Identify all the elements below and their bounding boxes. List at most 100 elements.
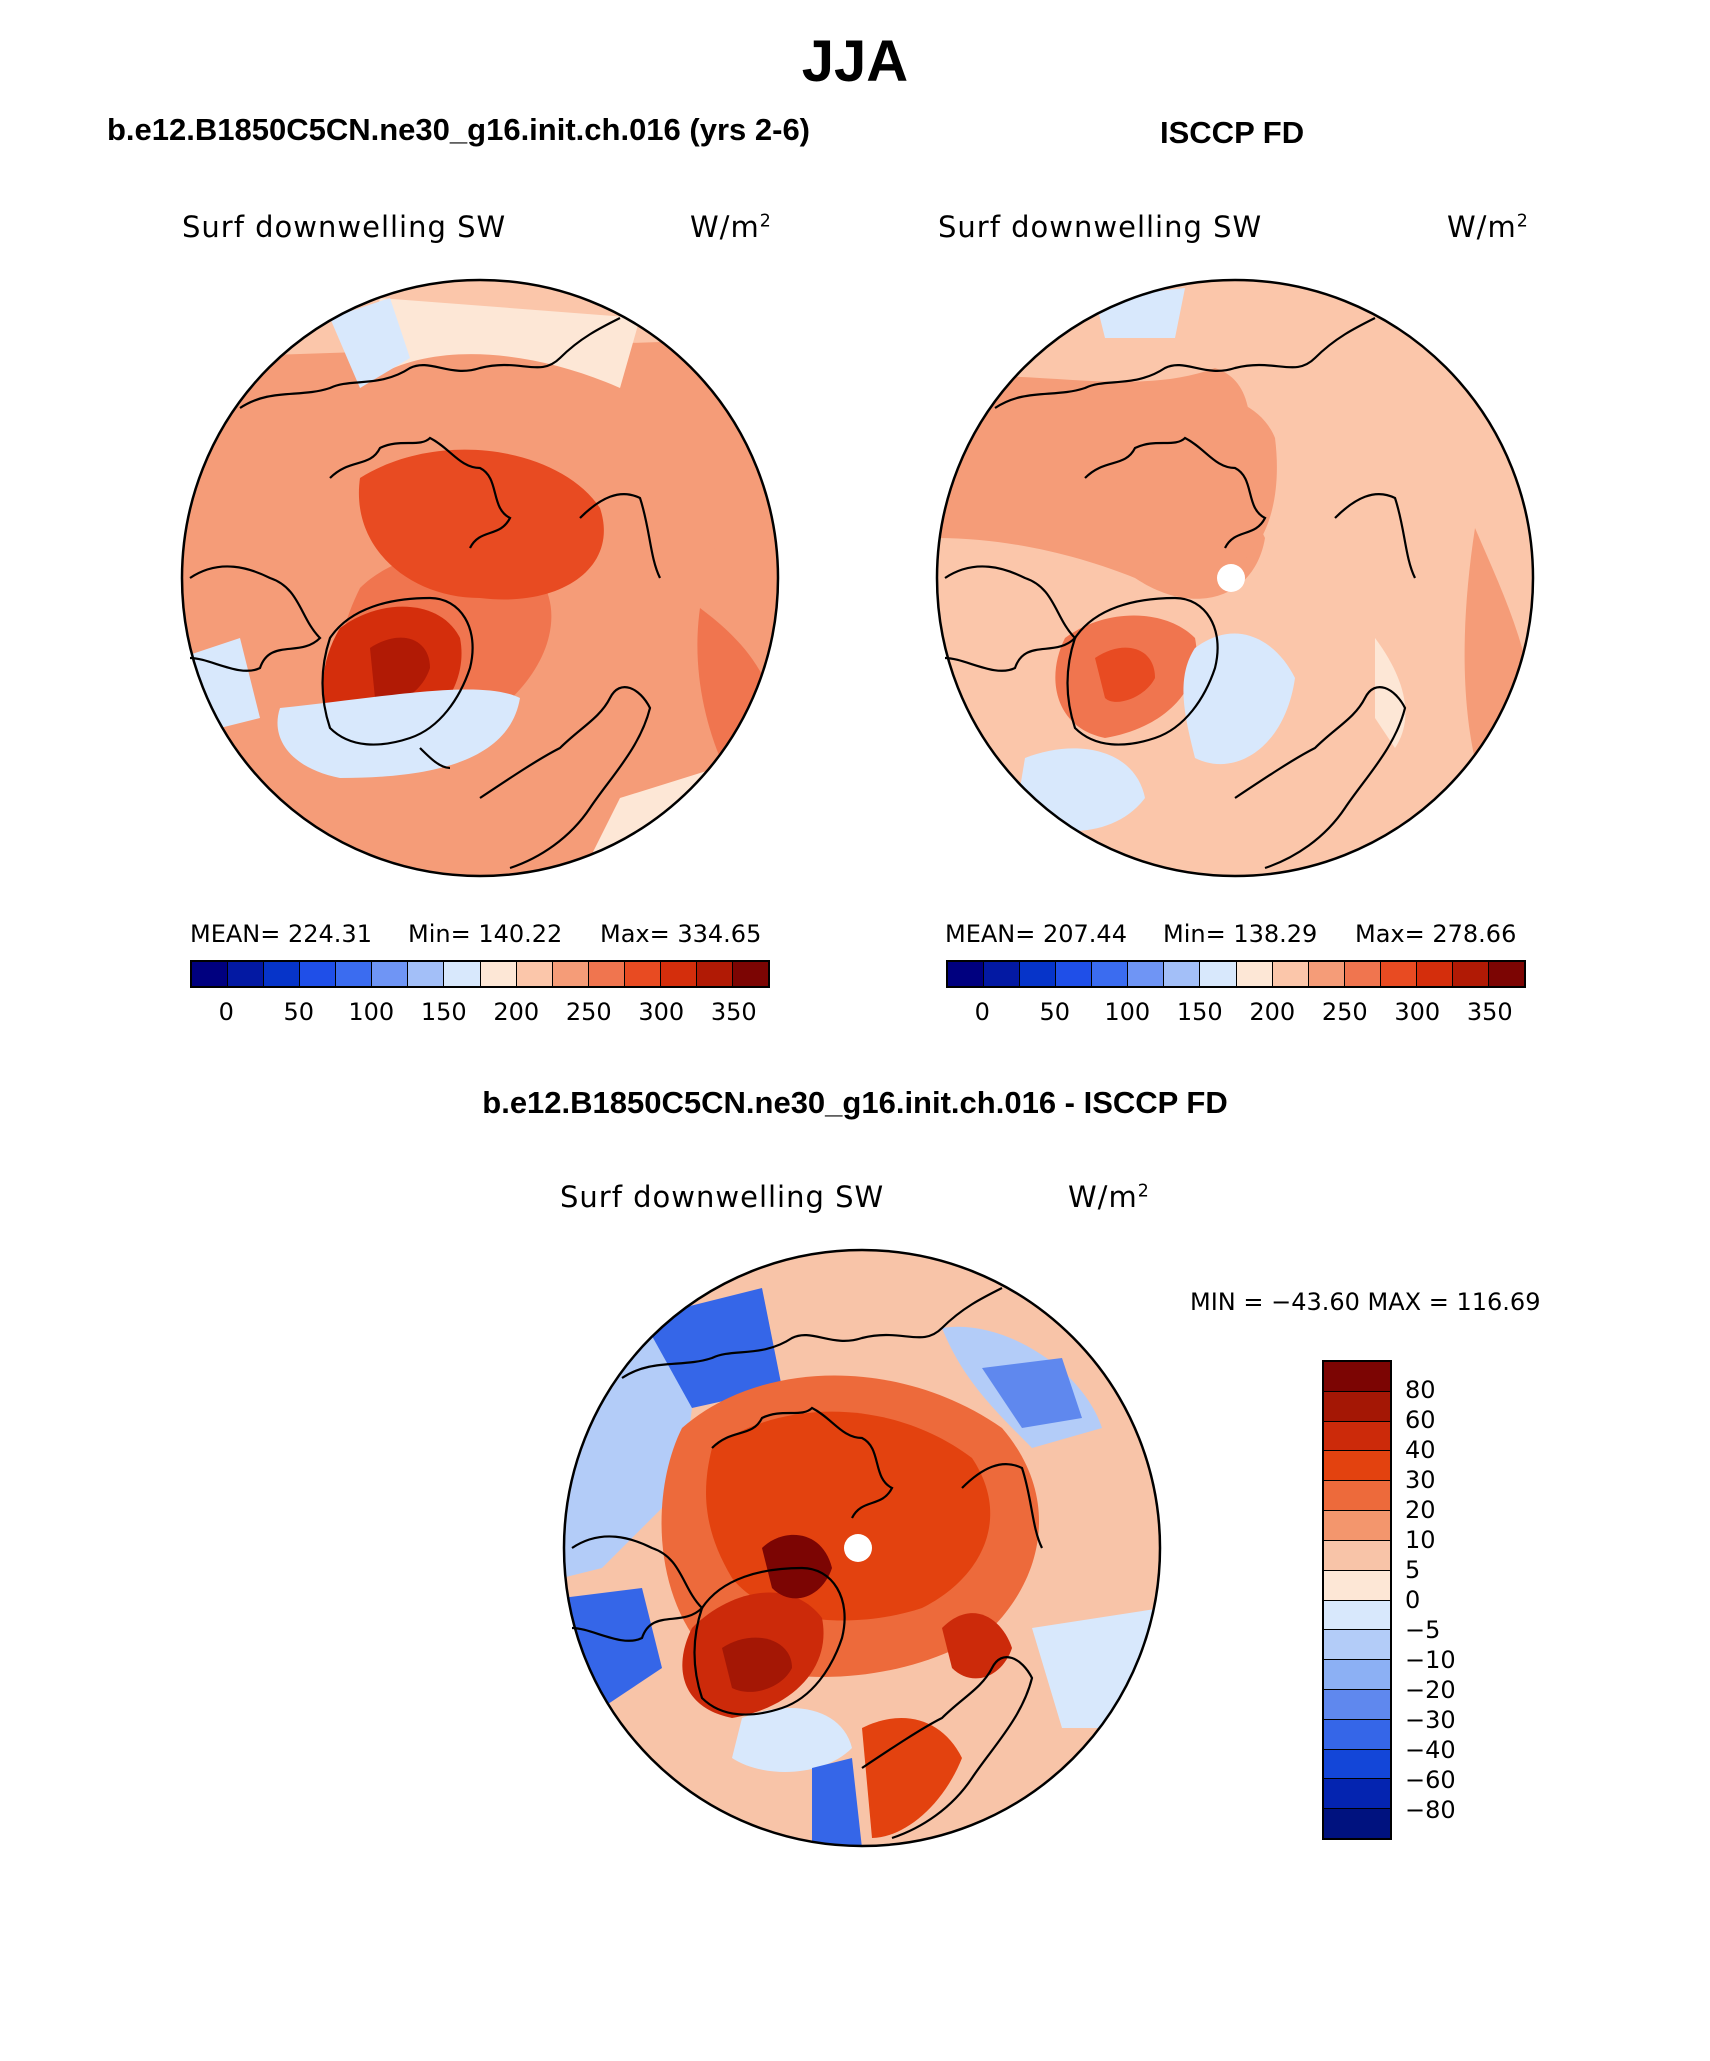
colorbar-bin [516, 962, 553, 986]
colorbar-bin [1416, 962, 1453, 986]
colorbar-tick-label: 150 [420, 998, 467, 1026]
colorbar-tick-label: 250 [1321, 998, 1368, 1026]
colorbar-bin [1344, 962, 1381, 986]
colorbar-bin [1324, 1421, 1390, 1452]
colorbar-bin [1324, 1391, 1390, 1422]
colorbar-bin [264, 962, 301, 986]
colorbar-bin [1308, 962, 1345, 986]
colorbar-bin [1200, 962, 1237, 986]
colorbar-tick-label: −40 [1405, 1736, 1456, 1764]
model-variable-label: Surf downwelling SW [182, 210, 507, 244]
obs-coastlines [944, 317, 1416, 870]
colorbar-tick-label: 0 [974, 998, 990, 1026]
colorbar-tick-label: 300 [1394, 998, 1441, 1026]
diff-polar-map [562, 1248, 1162, 1848]
diff-coastlines [571, 1287, 1043, 1840]
diff-missing-pole [844, 1534, 872, 1562]
model-units-label: W/m2 [690, 210, 772, 244]
model-panel-header: b.e12.B1850C5CN.ne30_g16.init.ch.016 (yr… [107, 112, 811, 147]
colorbar-bin [192, 962, 229, 986]
colorbar-tick-label: 30 [1405, 1466, 1436, 1494]
colorbar-tick-label: 40 [1405, 1436, 1436, 1464]
colorbar-tick-label: 0 [218, 998, 234, 1026]
colorbar-bin [1324, 1809, 1390, 1838]
colorbar-bin [1324, 1570, 1390, 1601]
diff-map-field [564, 1250, 1160, 1846]
colorbar-tick-label: 80 [1405, 1376, 1436, 1404]
colorbar-tick-label: −80 [1405, 1796, 1456, 1824]
obs-max-value: Max= 278.66 [1355, 920, 1517, 948]
colorbar-tick-label: 50 [1039, 998, 1071, 1026]
figure-title: JJA [801, 29, 909, 94]
colorbar-bin [480, 962, 517, 986]
colorbar-tick-label: −60 [1405, 1766, 1456, 1794]
colorbar-bin [1324, 1451, 1390, 1482]
colorbar-bin [660, 962, 697, 986]
model-max-value: Max= 334.65 [600, 920, 762, 948]
colorbar-bin [300, 962, 337, 986]
colorbar-bin [1056, 962, 1093, 986]
obs-panel-header: ISCCP FD [1160, 115, 1305, 150]
colorbar-tick-label: 60 [1405, 1406, 1436, 1434]
colorbar-bin [552, 962, 589, 986]
colorbar-bin [624, 962, 661, 986]
diff-variable-label: Surf downwelling SW [560, 1180, 885, 1214]
colorbar-bin [588, 962, 625, 986]
colorbar-bin [408, 962, 445, 986]
colorbar-bin [984, 962, 1021, 986]
obs-missing-pole [1217, 564, 1245, 592]
colorbar-bin [1324, 1481, 1390, 1512]
colorbar-bin [1324, 1689, 1390, 1720]
colorbar-bin [1488, 962, 1524, 986]
colorbar-tick-label: 0 [1405, 1586, 1421, 1614]
colorbar-bin [1128, 962, 1165, 986]
colorbar-bin [1092, 962, 1129, 986]
colorbar-tick-label: 150 [1176, 998, 1223, 1026]
colorbar-tick-label: 300 [638, 998, 685, 1026]
colorbar-bin [1324, 1749, 1390, 1780]
model-polar-map [180, 278, 780, 878]
obs-colorbar [946, 960, 1526, 988]
colorbar-tick-label: 10 [1405, 1526, 1436, 1554]
model-mean-value: MEAN= 224.31 [190, 920, 372, 948]
colorbar-tick-label: 350 [710, 998, 757, 1026]
obs-min-value: Min= 138.29 [1163, 920, 1318, 948]
colorbar-bin [1324, 1362, 1390, 1392]
model-colorbar [190, 960, 770, 988]
colorbar-tick-label: 350 [1466, 998, 1513, 1026]
colorbar-tick-label: 250 [565, 998, 612, 1026]
model-min-value: Min= 140.22 [408, 920, 563, 948]
colorbar-tick-label: 100 [1104, 998, 1151, 1026]
diff-colorbar-ticks: 80 60 40 30 20 10 5 0 −5 −10 −20 −30 −40 −60 −80 [1405, 1360, 1485, 1840]
colorbar-bin [1324, 1719, 1390, 1750]
colorbar-bin [948, 962, 985, 986]
colorbar-tick-label: −5 [1405, 1616, 1441, 1644]
colorbar-tick-label: 50 [283, 998, 315, 1026]
colorbar-bin [1324, 1511, 1390, 1541]
colorbar-bin [1164, 962, 1201, 986]
colorbar-tick-label: −20 [1405, 1676, 1456, 1704]
colorbar-bin [1380, 962, 1417, 986]
colorbar-bin [1020, 962, 1057, 986]
colorbar-bin [1324, 1540, 1390, 1571]
colorbar-tick-label: −30 [1405, 1706, 1456, 1734]
colorbar-tick-label: 200 [1249, 998, 1296, 1026]
model-map-field [182, 280, 778, 876]
colorbar-bin [1272, 962, 1309, 986]
colorbar-bin [1324, 1660, 1390, 1690]
colorbar-bin [336, 962, 373, 986]
colorbar-tick-label: −10 [1405, 1646, 1456, 1674]
diff-panel-header: b.e12.B1850C5CN.ne30_g16.init.ch.016 - I… [482, 1085, 1228, 1120]
colorbar-bin [1324, 1779, 1390, 1810]
colorbar-bin [228, 962, 265, 986]
diff-units-label: W/m2 [1068, 1180, 1150, 1214]
colorbar-tick-label: 200 [493, 998, 540, 1026]
colorbar-bin [372, 962, 409, 986]
colorbar-bin [1452, 962, 1489, 986]
colorbar-bin [1236, 962, 1273, 986]
colorbar-bin [732, 962, 768, 986]
colorbar-tick-label: 100 [348, 998, 395, 1026]
diff-minmax: MIN = −43.60 MAX = 116.69 [1190, 1288, 1541, 1316]
colorbar-bin [1324, 1600, 1390, 1631]
model-coastlines [189, 317, 661, 870]
